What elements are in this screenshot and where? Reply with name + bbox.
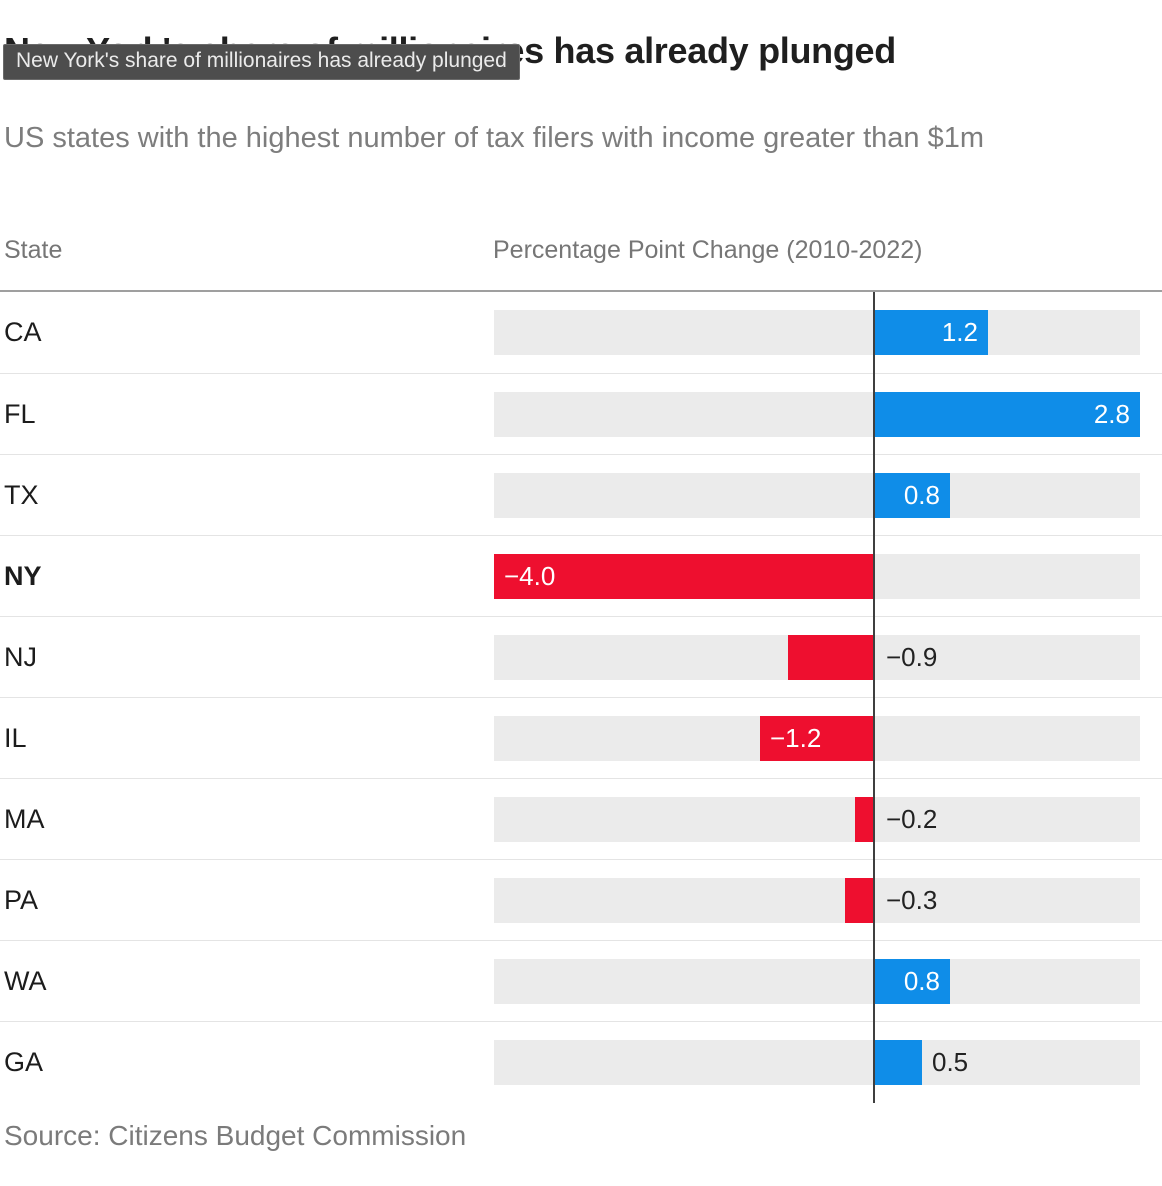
value-bar-tx[interactable]: 0.8 [874,473,950,518]
bar-track [494,310,1140,355]
zero-baseline [873,292,875,1103]
header-divider [0,290,1162,292]
bar-track [494,878,1140,923]
value-bar-ny[interactable]: −4.0 [494,554,874,599]
diverging-bar-chart: CA 1.2 FL 2.8 TX 0.8 NY −4.0 NJ −0.9 IL −1.2 MA −0.2 P… [0,292,1162,1103]
value-bar-pa[interactable] [845,878,874,923]
chart-row-ga: GA 0.5 [0,1021,1162,1102]
source-note: Source: Citizens Budget Commission [4,1120,467,1151]
state-label-nj: NJ [4,642,37,672]
value-bar-ca[interactable]: 1.2 [874,310,988,355]
chart-row-fl: FL 2.8 [0,373,1162,454]
title-hover-tooltip: New York's share of millionaires has alr… [3,44,520,80]
value-label: −0.9 [886,642,938,672]
value-bar-fl[interactable]: 2.8 [874,392,1140,437]
state-label-pa: PA [4,885,39,915]
chart-row-pa: PA −0.3 [0,859,1162,940]
chart-row-tx: TX 0.8 [0,454,1162,535]
bar-track [494,1040,1140,1085]
value-bar-nj[interactable] [788,635,874,680]
chart-row-ma: MA −0.2 [0,778,1162,859]
state-label-tx: TX [4,480,39,510]
chart-row-ca: CA 1.2 [0,292,1162,373]
bar-track [494,473,1140,518]
value-bar-wa[interactable]: 0.8 [874,959,950,1004]
chart-subtitle: US states with the highest number of tax… [4,122,985,154]
state-label-ga: GA [4,1047,44,1077]
bar-track [494,959,1140,1004]
value-label: 0.8 [903,966,940,996]
value-label: −0.3 [886,885,938,915]
value-label: −0.2 [886,804,938,834]
state-label-wa: WA [4,966,47,996]
state-label-ma: MA [4,804,45,834]
chart-row-wa: WA 0.8 [0,940,1162,1021]
state-label-ny: NY [4,561,42,591]
chart-row-il: IL −1.2 [0,697,1162,778]
value-bar-ma[interactable] [855,797,874,842]
state-label-fl: FL [4,399,36,429]
value-label: −1.2 [770,723,822,753]
value-label: 2.8 [1093,399,1130,429]
value-label: −4.0 [504,561,556,591]
chart-row-ny: NY −4.0 [0,535,1162,616]
column-header-state: State [4,236,63,264]
bar-track [494,797,1140,842]
state-label-ca: CA [4,317,42,347]
value-label: 0.5 [932,1047,969,1077]
column-header-change: Percentage Point Change (2010-2022) [493,236,923,264]
value-label: 1.2 [941,317,978,347]
chart-row-nj: NJ −0.9 [0,616,1162,697]
value-bar-ga[interactable] [874,1040,922,1085]
value-bar-il[interactable]: −1.2 [760,716,874,761]
state-label-il: IL [4,723,27,753]
value-label: 0.8 [903,480,940,510]
